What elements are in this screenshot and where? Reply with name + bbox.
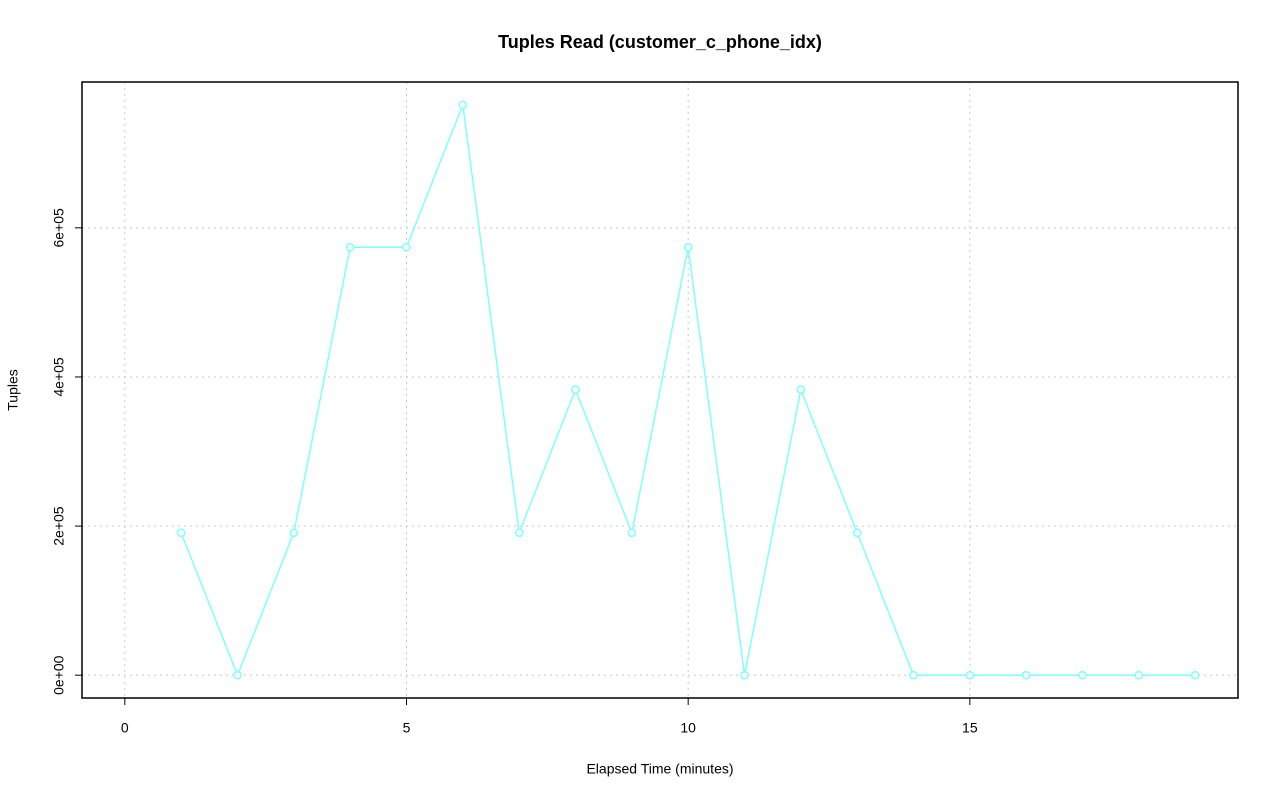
plot-frame: [81, 81, 1239, 699]
data-point: [571, 385, 580, 394]
chart-title: Tuples Read (customer_c_phone_idx): [498, 32, 822, 52]
data-point: [402, 242, 411, 252]
data-point: [909, 670, 918, 680]
data-point: [852, 528, 862, 538]
x-tick-label: 0: [121, 720, 129, 736]
data-point: [1021, 670, 1031, 680]
data-point: [683, 242, 693, 252]
data-point: [965, 670, 975, 680]
x-tick-label: 15: [962, 720, 978, 736]
x-axis-label: Elapsed Time (minutes): [586, 761, 733, 777]
data-point: [289, 528, 299, 538]
data-point: [1190, 670, 1200, 680]
x-tick-label: 10: [680, 720, 696, 736]
data-point: [233, 670, 242, 680]
data-point: [627, 528, 637, 538]
data-point: [176, 528, 186, 538]
data-point: [740, 670, 749, 680]
data-point: [796, 385, 806, 394]
y-tick-label: 0e+00: [51, 655, 67, 695]
data-point: [458, 100, 468, 110]
data-point: [514, 528, 524, 538]
data-point: [1134, 670, 1144, 680]
y-tick-label: 6e+05: [51, 208, 67, 248]
y-tick-label: 2e+05: [51, 506, 67, 546]
data-point: [1078, 670, 1087, 680]
y-axis-label: Tuples: [5, 369, 21, 411]
data-point: [345, 242, 355, 252]
x-tick-label: 5: [403, 720, 411, 736]
y-tick-label: 4e+05: [51, 357, 67, 397]
